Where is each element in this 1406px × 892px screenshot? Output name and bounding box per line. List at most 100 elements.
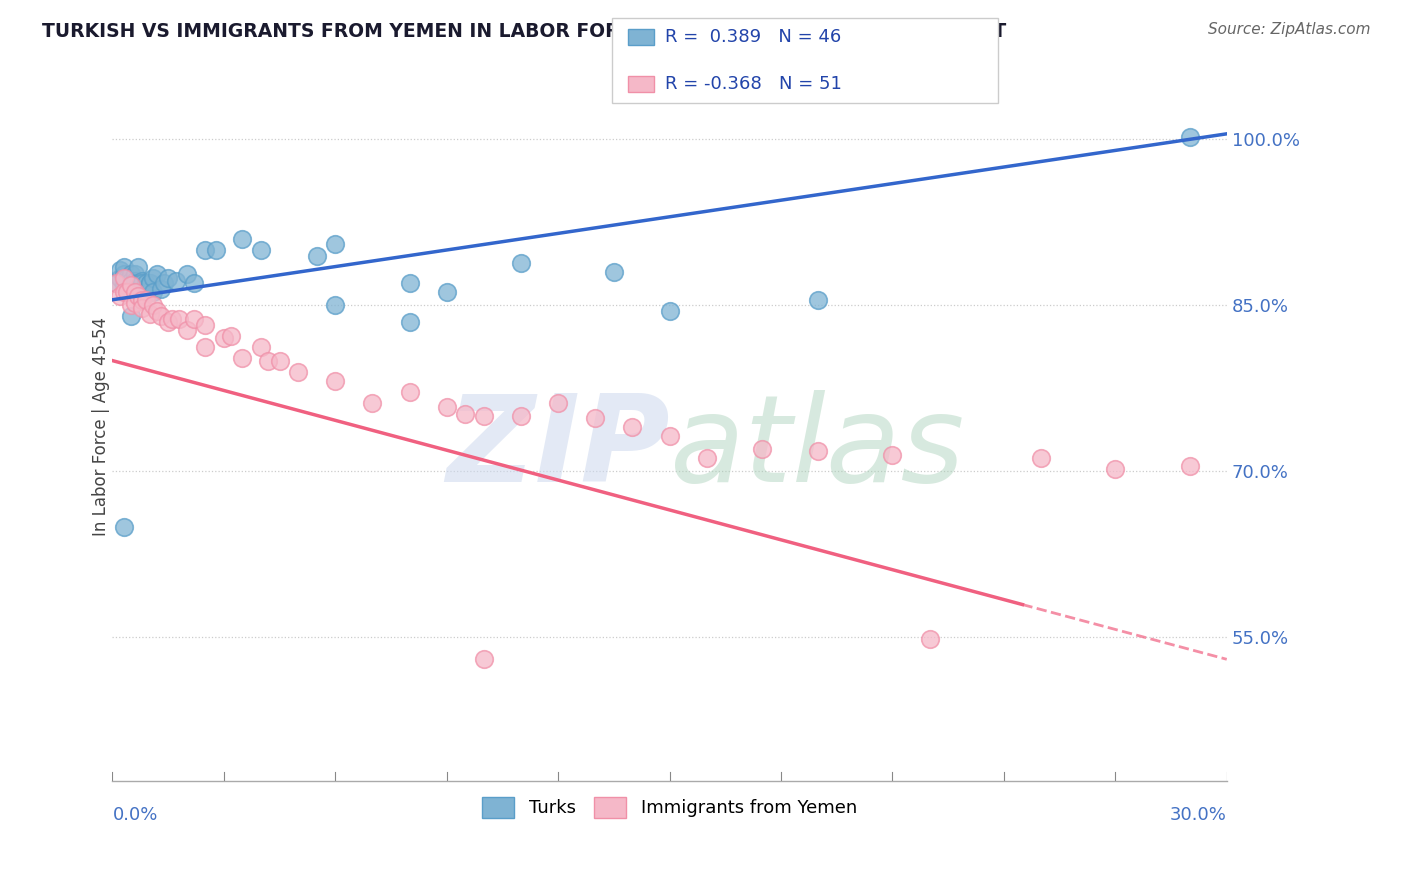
Point bbox=[287, 365, 309, 379]
Point bbox=[231, 232, 253, 246]
Point bbox=[108, 263, 131, 277]
Point bbox=[361, 395, 384, 409]
Text: TURKISH VS IMMIGRANTS FROM YEMEN IN LABOR FORCE | AGE 45-54 CORRELATION CHART: TURKISH VS IMMIGRANTS FROM YEMEN IN LABO… bbox=[42, 22, 1007, 42]
Point bbox=[157, 270, 180, 285]
Text: ZIP: ZIP bbox=[446, 390, 669, 507]
Point bbox=[112, 270, 135, 285]
Point bbox=[131, 274, 153, 288]
Point bbox=[751, 442, 773, 456]
Point bbox=[124, 274, 146, 288]
Point bbox=[436, 285, 458, 299]
Point bbox=[257, 353, 280, 368]
Y-axis label: In Labor Force | Age 45-54: In Labor Force | Age 45-54 bbox=[93, 318, 110, 536]
Point bbox=[398, 384, 420, 399]
Point bbox=[603, 265, 626, 279]
Point bbox=[305, 248, 328, 262]
Point bbox=[510, 409, 533, 423]
Point bbox=[112, 285, 135, 299]
Point bbox=[1029, 450, 1052, 465]
Point bbox=[117, 285, 139, 299]
Point bbox=[250, 243, 273, 257]
Point bbox=[127, 276, 149, 290]
Point bbox=[323, 298, 346, 312]
Point bbox=[149, 310, 172, 324]
Point bbox=[117, 270, 139, 285]
Point bbox=[165, 274, 187, 288]
Point bbox=[221, 329, 243, 343]
Point bbox=[120, 298, 142, 312]
Point bbox=[231, 351, 253, 366]
Point bbox=[120, 310, 142, 324]
Point bbox=[510, 256, 533, 270]
Point bbox=[112, 268, 135, 282]
Point bbox=[108, 289, 131, 303]
Text: atlas: atlas bbox=[669, 390, 965, 507]
Point bbox=[124, 268, 146, 282]
Point bbox=[398, 315, 420, 329]
Point bbox=[1104, 462, 1126, 476]
Point bbox=[250, 340, 273, 354]
Point bbox=[621, 420, 644, 434]
Point bbox=[323, 237, 346, 252]
Point bbox=[124, 285, 146, 299]
Point bbox=[135, 276, 157, 290]
Point bbox=[142, 298, 165, 312]
Text: 30.0%: 30.0% bbox=[1170, 805, 1227, 824]
Point bbox=[153, 276, 176, 290]
Point bbox=[1178, 458, 1201, 473]
Point bbox=[882, 448, 904, 462]
Point bbox=[176, 268, 198, 282]
Point bbox=[436, 400, 458, 414]
Point bbox=[131, 276, 153, 290]
Point bbox=[183, 276, 205, 290]
Point bbox=[138, 276, 160, 290]
Point bbox=[112, 278, 135, 293]
Text: R = -0.368   N = 51: R = -0.368 N = 51 bbox=[665, 75, 842, 93]
Point bbox=[124, 296, 146, 310]
Point bbox=[169, 311, 191, 326]
Point bbox=[138, 276, 160, 290]
Point bbox=[112, 519, 135, 533]
Point bbox=[183, 311, 205, 326]
Point bbox=[194, 318, 217, 333]
Point bbox=[807, 293, 830, 307]
Point bbox=[127, 260, 149, 274]
Point bbox=[112, 260, 135, 274]
Point bbox=[142, 285, 165, 299]
Point bbox=[117, 274, 139, 288]
Point bbox=[658, 303, 681, 318]
Point bbox=[142, 270, 165, 285]
Point bbox=[135, 293, 157, 307]
Point bbox=[146, 268, 169, 282]
Point bbox=[105, 276, 128, 290]
Point bbox=[131, 301, 153, 315]
Point bbox=[120, 278, 142, 293]
Point bbox=[1178, 130, 1201, 145]
Point bbox=[472, 652, 495, 666]
Point bbox=[918, 632, 941, 647]
Point bbox=[323, 374, 346, 388]
Point bbox=[807, 444, 830, 458]
Text: 0.0%: 0.0% bbox=[112, 805, 157, 824]
Text: Source: ZipAtlas.com: Source: ZipAtlas.com bbox=[1208, 22, 1371, 37]
Point bbox=[398, 276, 420, 290]
Point bbox=[146, 303, 169, 318]
Point bbox=[205, 243, 228, 257]
Point bbox=[105, 276, 128, 290]
Point bbox=[120, 268, 142, 282]
Point bbox=[269, 353, 291, 368]
Point bbox=[157, 315, 180, 329]
Text: R =  0.389   N = 46: R = 0.389 N = 46 bbox=[665, 28, 841, 45]
Point bbox=[194, 340, 217, 354]
Point bbox=[583, 411, 606, 425]
Legend: Turks, Immigrants from Yemen: Turks, Immigrants from Yemen bbox=[475, 789, 865, 825]
Point bbox=[547, 395, 569, 409]
Point bbox=[658, 429, 681, 443]
Point bbox=[135, 285, 157, 299]
Point bbox=[120, 274, 142, 288]
Point bbox=[131, 293, 153, 307]
Point bbox=[194, 243, 217, 257]
Point bbox=[149, 282, 172, 296]
Point bbox=[160, 311, 183, 326]
Point bbox=[696, 450, 718, 465]
